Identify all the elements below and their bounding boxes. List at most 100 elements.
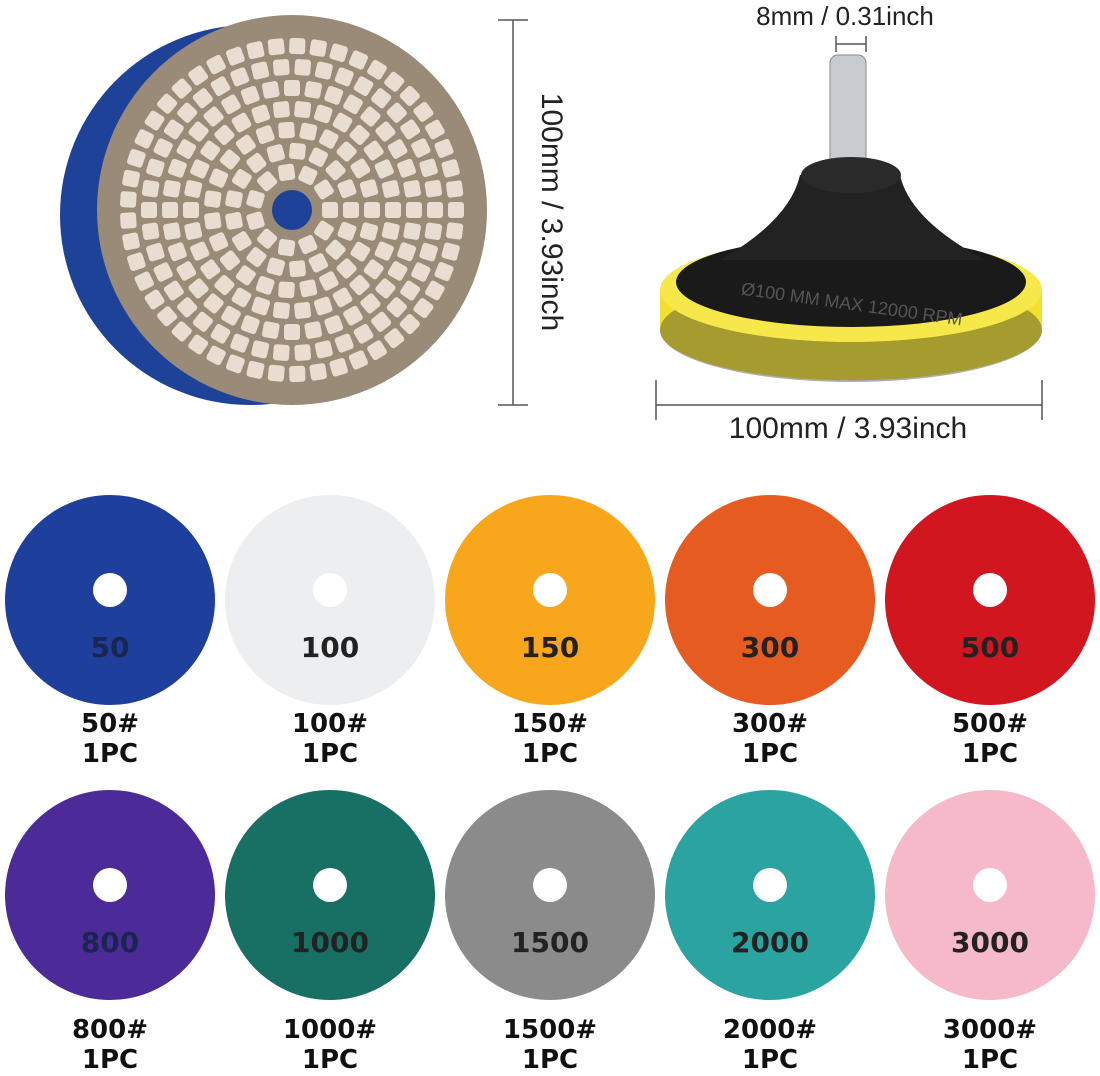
segment (210, 324, 231, 344)
segment (308, 253, 329, 273)
segment (278, 281, 295, 299)
segment (427, 202, 443, 218)
segment (359, 179, 379, 198)
segment (314, 179, 334, 200)
segment (231, 287, 252, 308)
segment (381, 180, 400, 198)
segment (313, 104, 333, 124)
segment (246, 211, 265, 230)
segment (289, 37, 306, 55)
segment (272, 344, 290, 361)
segment (309, 363, 327, 381)
grit-label: 100# (292, 709, 368, 739)
pad-dome (720, 175, 985, 260)
segment (188, 278, 209, 299)
segment (419, 158, 438, 178)
segment (246, 247, 267, 268)
segment (257, 171, 278, 192)
shank-label: 8mm / 0.31inch (756, 1, 934, 31)
segment (413, 101, 434, 122)
segment (171, 78, 192, 99)
segment (267, 364, 285, 382)
segment (298, 165, 318, 186)
segment (336, 258, 357, 279)
segment (325, 239, 346, 260)
segment (332, 112, 353, 133)
segment (221, 305, 241, 326)
segment (146, 158, 165, 178)
segment (298, 234, 318, 255)
segment (343, 94, 363, 115)
segment (122, 232, 140, 251)
segment (214, 124, 235, 146)
segment (190, 159, 210, 179)
segment (251, 104, 271, 124)
segment (225, 354, 245, 374)
grit-label: 3000# (943, 1015, 1037, 1045)
segment (343, 305, 363, 326)
segment (235, 265, 256, 286)
quantity-label: 1PC (522, 1045, 578, 1075)
segment (163, 280, 184, 301)
disc-mark: 500 (961, 631, 1019, 664)
segment (127, 149, 146, 168)
segment (246, 190, 265, 209)
segment (157, 93, 178, 114)
segment (267, 38, 285, 56)
quantity-label: 1PC (522, 739, 578, 769)
segment (153, 138, 173, 158)
segment (324, 315, 344, 335)
segment (163, 222, 181, 240)
quantity-label: 1PC (82, 739, 138, 769)
segment (319, 129, 339, 149)
segment (251, 61, 270, 80)
segment (251, 340, 270, 359)
segment (240, 85, 260, 105)
grit-label: 150# (512, 709, 588, 739)
segment (329, 358, 348, 377)
segment (353, 76, 374, 96)
segment (387, 139, 408, 159)
segment (387, 261, 408, 281)
segment (231, 112, 252, 133)
segment (363, 140, 384, 161)
segment (225, 190, 243, 208)
segment (381, 222, 400, 240)
segment (209, 232, 229, 252)
segment (349, 124, 370, 146)
segment (448, 202, 464, 218)
segment (441, 242, 460, 261)
segment (400, 119, 421, 140)
segment (255, 275, 275, 295)
segment (120, 191, 137, 208)
segment (289, 365, 306, 383)
segment (192, 88, 213, 109)
segment (219, 149, 240, 170)
segment (272, 101, 290, 119)
segment (272, 301, 290, 319)
segment (294, 59, 312, 76)
segment (167, 242, 187, 262)
segment (367, 340, 387, 361)
segment (246, 360, 265, 379)
segment (134, 129, 154, 149)
segment (134, 271, 154, 291)
backer-pad: 8mm / 0.31inch Ø100 MM MAX 12000 RPM 100… (655, 1, 1043, 445)
disc-hole (753, 573, 787, 607)
segment (350, 158, 371, 179)
segment (289, 142, 306, 160)
disc-mark: 300 (741, 631, 799, 664)
segment (304, 81, 322, 99)
segment (399, 85, 420, 106)
segment (171, 321, 192, 342)
segment (309, 39, 327, 57)
segment (406, 202, 422, 218)
segment (334, 333, 354, 353)
segment (337, 221, 357, 241)
segment (403, 180, 421, 198)
disc-hole (973, 868, 1007, 902)
segment (424, 179, 443, 198)
segment (384, 71, 405, 92)
disc-grid: 5050#1PC100100#1PC150150#1PC300300#1PC50… (5, 495, 1095, 1075)
